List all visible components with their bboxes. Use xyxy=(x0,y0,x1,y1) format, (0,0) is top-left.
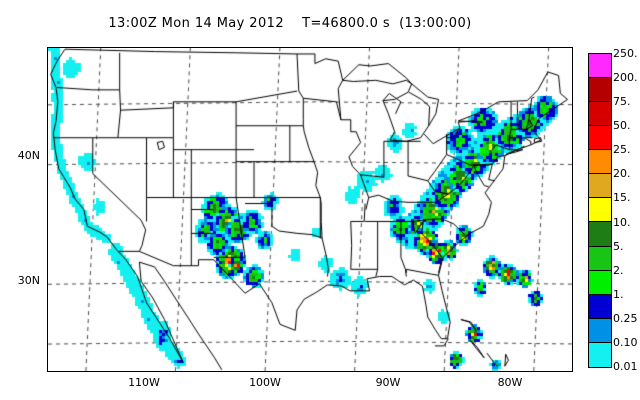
colorbar-band-12 xyxy=(589,342,611,367)
x-axis-label-80w: 80W xyxy=(497,376,523,389)
colorbar-tick-10: 1. xyxy=(613,287,624,301)
colorbar-tick-8: 5. xyxy=(613,239,624,253)
colorbar-tick-2: 75. xyxy=(613,95,631,109)
figure-title: 13:00Z Mon 14 May 2012 T=46800.0 s (13:0… xyxy=(108,16,472,31)
colorbar-tick-3: 50. xyxy=(613,119,631,133)
colorbar-tick-12: 0.10 xyxy=(613,335,638,349)
colorbar-band-0 xyxy=(589,54,611,79)
x-axis-label-100w: 100W xyxy=(249,376,281,389)
colorbar-band-9 xyxy=(589,270,611,295)
colorbar-tick-4: 25. xyxy=(613,143,631,157)
colorbar-band-8 xyxy=(589,246,611,271)
y-axis-label-40n: 40N xyxy=(17,149,40,162)
colorbar-band-5 xyxy=(589,174,611,199)
colorbar-band-1 xyxy=(589,78,611,103)
colorbar[interactable] xyxy=(588,53,612,368)
colorbar-band-4 xyxy=(589,150,611,175)
x-axis-label-110w: 110W xyxy=(128,376,160,389)
colorbar-tick-1: 200. xyxy=(613,71,638,85)
colorbar-tick-9: 2. xyxy=(613,263,624,277)
x-axis-label-90w: 90W xyxy=(375,376,401,389)
colorbar-tick-11: 0.25 xyxy=(613,311,638,325)
precipitation-map-canvas[interactable] xyxy=(48,48,572,371)
colorbar-tick-5: 20. xyxy=(613,167,631,181)
colorbar-band-10 xyxy=(589,294,611,319)
colorbar-tick-7: 10. xyxy=(613,215,631,229)
colorbar-tick-0: 250. xyxy=(613,47,638,60)
colorbar-band-6 xyxy=(589,198,611,223)
colorbar-band-7 xyxy=(589,222,611,247)
colorbar-band-2 xyxy=(589,102,611,127)
colorbar-tick-6: 15. xyxy=(613,191,631,205)
colorbar-band-11 xyxy=(589,318,611,343)
colorbar-tick-13: 0.01 xyxy=(613,360,638,373)
colorbar-band-3 xyxy=(589,126,611,151)
map-panel[interactable] xyxy=(47,47,573,372)
y-axis-label-30n: 30N xyxy=(17,274,40,287)
